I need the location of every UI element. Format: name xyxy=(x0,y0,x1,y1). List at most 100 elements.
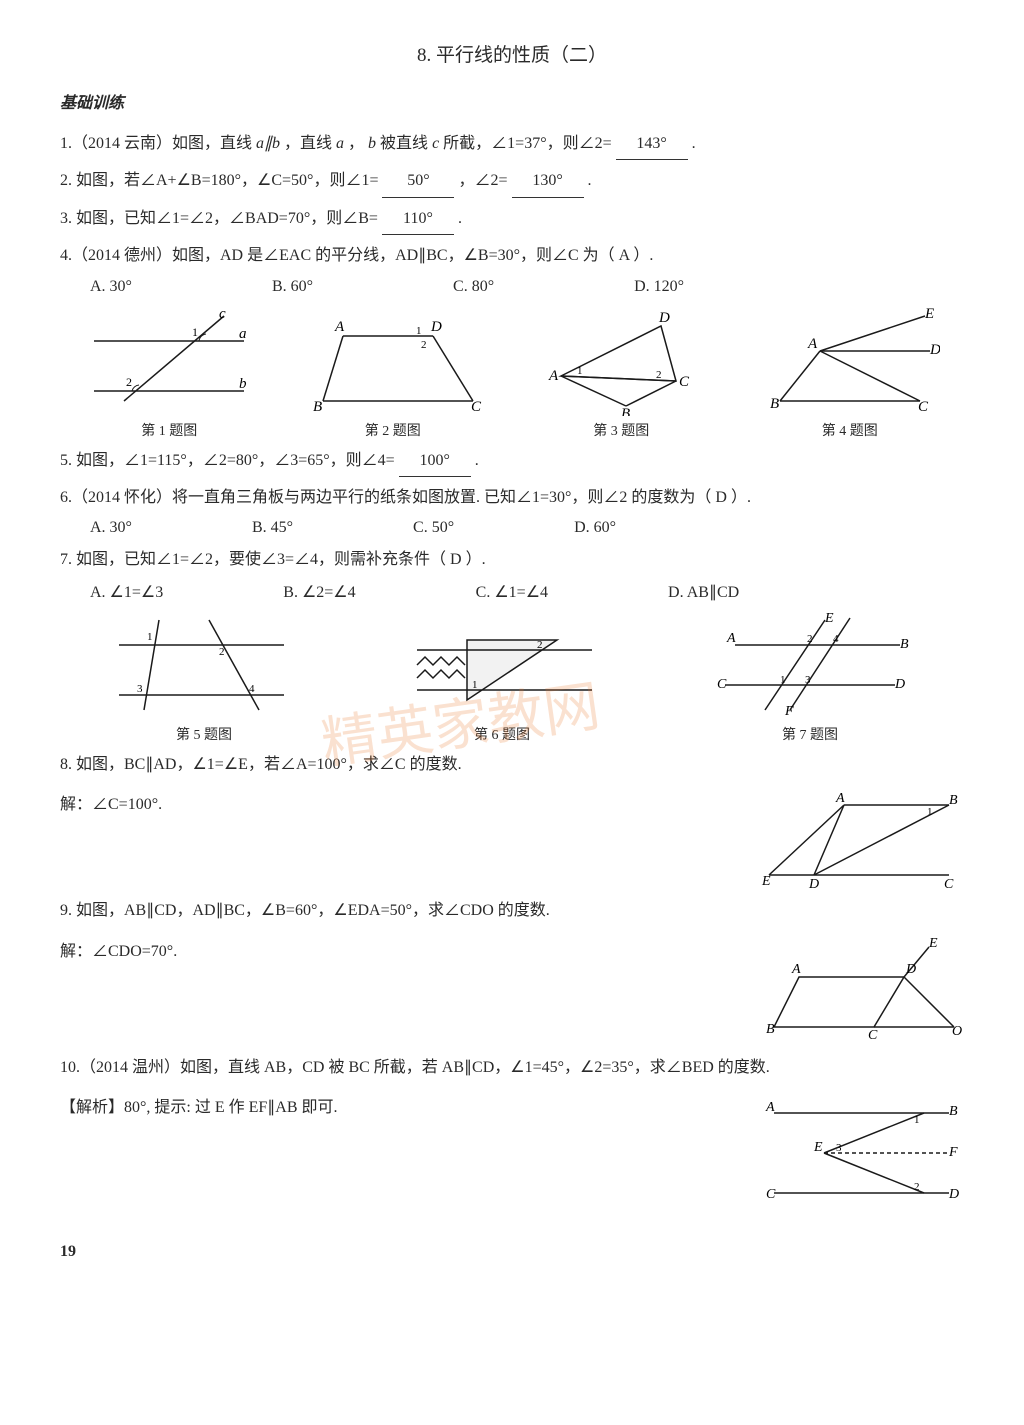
svg-text:D: D xyxy=(894,677,905,692)
q1-b: b xyxy=(368,135,376,152)
svg-text:A: A xyxy=(334,319,345,335)
q4-optD: D. 120° xyxy=(634,278,684,296)
fig3-caption: 第 3 题图 xyxy=(531,420,711,440)
svg-text:E: E xyxy=(761,874,771,889)
q6-optB: B. 45° xyxy=(252,519,293,537)
q6-optA: A. 30° xyxy=(90,519,132,537)
fig7-diagram: A B C D E F 2 4 1 3 xyxy=(705,610,915,720)
svg-text:A: A xyxy=(807,336,818,352)
q4-optA: A. 30° xyxy=(90,278,132,296)
q1-ab: a∥b xyxy=(256,135,280,152)
q6-optD: D. 60° xyxy=(574,519,616,537)
page-number: 19 xyxy=(60,1243,964,1261)
svg-text:4: 4 xyxy=(833,633,839,645)
svg-text:C: C xyxy=(679,374,690,390)
fig6-caption: 第 6 题图 xyxy=(397,724,607,744)
svg-text:2: 2 xyxy=(126,375,132,389)
svg-text:1: 1 xyxy=(147,631,153,643)
q4-optB: B. 60° xyxy=(272,278,313,296)
svg-text:D: D xyxy=(905,962,916,977)
question-9: 9. 如图，AB∥CD，AD∥BC，∠B=60°，∠EDA=50°，求∠CDO … xyxy=(60,896,964,926)
q7-optD: D. AB∥CD xyxy=(668,582,739,602)
svg-text:2: 2 xyxy=(219,646,225,658)
q1-answer: 143° xyxy=(616,129,688,160)
fig4-cell: B C A D E 第 4 题图 xyxy=(760,306,940,440)
q2-text: 2. 如图，若∠A+∠B=180°，∠C=50°，则∠1= xyxy=(60,172,378,189)
svg-text:F: F xyxy=(784,704,794,719)
svg-text:a: a xyxy=(239,326,247,342)
svg-text:O: O xyxy=(952,1024,962,1039)
q7-optB: B. ∠2=∠4 xyxy=(283,582,355,602)
svg-text:1: 1 xyxy=(780,674,786,686)
fig9-diagram: A D B C E O xyxy=(764,937,964,1047)
svg-text:3: 3 xyxy=(836,1142,842,1154)
q3-tail: . xyxy=(458,210,462,227)
fig6-cell: 2 1 第 6 题图 xyxy=(397,610,607,744)
q1-t3: ， xyxy=(348,135,364,152)
question-1: 1.（2014 云南）如图，直线 a∥b ，直线 a ， b 被直线 c 所截，… xyxy=(60,129,964,160)
q1-t4: 被直线 xyxy=(380,135,432,152)
svg-text:1: 1 xyxy=(914,1114,920,1126)
svg-text:b: b xyxy=(239,376,247,392)
q7-optA: A. ∠1=∠3 xyxy=(90,582,163,602)
section-heading: 基础训练 xyxy=(60,89,964,113)
svg-text:E: E xyxy=(928,937,938,951)
svg-text:3: 3 xyxy=(137,683,143,695)
svg-text:D: D xyxy=(808,877,819,890)
q7-options: A. ∠1=∠3 B. ∠2=∠4 C. ∠1=∠4 D. AB∥CD xyxy=(90,582,964,602)
fig5-cell: 1 2 3 4 第 5 题图 xyxy=(109,610,299,744)
svg-text:c: c xyxy=(219,306,226,322)
svg-text:2: 2 xyxy=(537,639,543,651)
question-5: 5. 如图，∠1=115°，∠2=80°，∠3=65°，则∠4= 100° . xyxy=(60,446,964,477)
fig2-diagram: A D B C 1 2 xyxy=(303,306,483,416)
svg-text:B: B xyxy=(766,1022,775,1037)
fig6-diagram: 2 1 xyxy=(397,610,607,720)
svg-text:C: C xyxy=(717,677,727,692)
question-6: 6.（2014 怀化）将一直角三角板与两边平行的纸条如图放置. 已知∠1=30°… xyxy=(60,483,964,513)
q1-t2: ，直线 xyxy=(284,135,332,152)
q10-block: A B C D E F 1 2 3 【解析】80°, 提示: 过 E 作 EF∥… xyxy=(60,1093,964,1213)
svg-text:1: 1 xyxy=(472,679,478,691)
svg-text:E: E xyxy=(813,1140,823,1155)
svg-text:B: B xyxy=(621,406,630,416)
q1-tail: . xyxy=(692,135,696,152)
svg-text:A: A xyxy=(765,1100,775,1115)
fig7-cell: A B C D E F 2 4 1 3 第 7 题图 xyxy=(705,610,915,744)
svg-text:B: B xyxy=(949,793,958,808)
q6-options: A. 30° B. 45° C. 50° D. 60° xyxy=(90,519,964,537)
q2-ans2: 130° xyxy=(512,166,584,197)
fig4-caption: 第 4 题图 xyxy=(760,420,940,440)
svg-text:D: D xyxy=(430,319,442,335)
question-8: 8. 如图，BC∥AD，∠1=∠E，若∠A=100°，求∠C 的度数. xyxy=(60,750,964,780)
fig1-cell: a b c 1 2 第 1 题图 xyxy=(84,306,254,440)
svg-text:F: F xyxy=(948,1145,958,1160)
svg-text:B: B xyxy=(313,399,322,415)
q1-a: a xyxy=(336,135,344,152)
fig5-caption: 第 5 题图 xyxy=(109,724,299,744)
q2-ans1: 50° xyxy=(382,166,454,197)
q5-text: 5. 如图，∠1=115°，∠2=80°，∠3=65°，则∠4= xyxy=(60,452,395,469)
svg-text:E: E xyxy=(924,306,934,322)
q1-c: c xyxy=(432,135,439,152)
fig3-cell: A D C B 1 2 第 3 题图 xyxy=(531,306,711,440)
svg-text:2: 2 xyxy=(807,633,813,645)
svg-text:B: B xyxy=(770,396,779,412)
svg-text:B: B xyxy=(949,1104,958,1119)
svg-text:B: B xyxy=(900,637,909,652)
svg-text:2: 2 xyxy=(421,339,427,351)
svg-text:C: C xyxy=(868,1028,878,1043)
svg-text:E: E xyxy=(824,611,834,626)
q1-t5: 所截，∠1=37°，则∠2= xyxy=(443,135,611,152)
q9-block: A D B C E O 解：∠CDO=70°. xyxy=(60,937,964,1047)
q5-ans: 100° xyxy=(399,446,471,477)
fig3-diagram: A D C B 1 2 xyxy=(531,306,711,416)
fig5-diagram: 1 2 3 4 xyxy=(109,610,299,720)
fig8-diagram: A B E D C 1 xyxy=(754,790,964,890)
q2-tail: . xyxy=(588,172,592,189)
figure-row-2: 1 2 3 4 第 5 题图 2 1 第 6 题图 xyxy=(60,610,964,744)
svg-text:A: A xyxy=(726,631,736,646)
question-7: 7. 如图，已知∠1=∠2，要使∠3=∠4，则需补充条件（ D ）. xyxy=(60,545,964,575)
svg-text:D: D xyxy=(929,342,940,358)
fig7-caption: 第 7 题图 xyxy=(705,724,915,744)
question-10: 10.（2014 温州）如图，直线 AB，CD 被 BC 所截，若 AB∥CD，… xyxy=(60,1053,964,1083)
